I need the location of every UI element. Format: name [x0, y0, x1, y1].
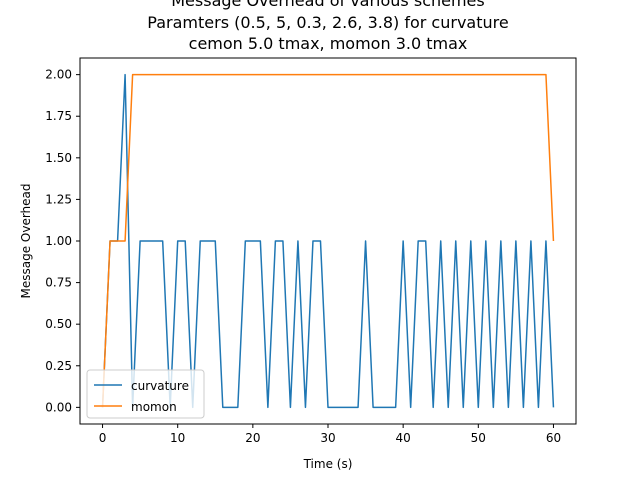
x-tick-label: 50: [471, 431, 486, 445]
y-tick-label: 1.00: [45, 234, 72, 248]
x-axis-label: Time (s): [303, 457, 353, 471]
series-line-momon: [101, 73, 555, 408]
y-axis-label: Message Overhead: [19, 183, 33, 298]
x-tick-label: 20: [245, 431, 260, 445]
legend-label-curvature: curvature: [131, 379, 189, 393]
legend: curvature momon: [86, 369, 205, 419]
axes-ticks: 0 10 20 30 40 50 60 0.00 0.25 0.50 0.75 1.00 1.25 1.5…: [45, 68, 561, 445]
x-tick-label: 40: [396, 431, 411, 445]
title-line-3: cemon 5.0 tmax, momon 3.0 tmax: [189, 34, 468, 53]
x-tick-label: 30: [320, 431, 335, 445]
y-tick-label: 0.75: [45, 276, 72, 290]
x-tick-label: 0: [99, 431, 107, 445]
chart-title: Message Overhead of various schemes Para…: [147, 0, 508, 53]
x-tick-label: 10: [170, 431, 185, 445]
y-tick-label: 0.00: [45, 400, 72, 414]
title-line-2: Paramters (0.5, 5, 0.3, 2.6, 3.8) for cu…: [147, 13, 508, 32]
legend-label-momon: momon: [131, 400, 177, 414]
y-tick-label: 2.00: [45, 68, 72, 82]
series-line-curvature: [101, 73, 555, 409]
y-tick-label: 0.50: [45, 317, 72, 331]
title-line-1: Message Overhead of various schemes: [171, 0, 484, 10]
y-tick-label: 0.25: [45, 359, 72, 373]
plot-frame: [79, 57, 577, 425]
y-tick-label: 1.50: [45, 151, 72, 165]
series-lines: [101, 73, 555, 409]
y-tick-label: 1.25: [45, 192, 72, 206]
x-tick-label: 60: [546, 431, 561, 445]
y-tick-label: 1.75: [45, 109, 72, 123]
